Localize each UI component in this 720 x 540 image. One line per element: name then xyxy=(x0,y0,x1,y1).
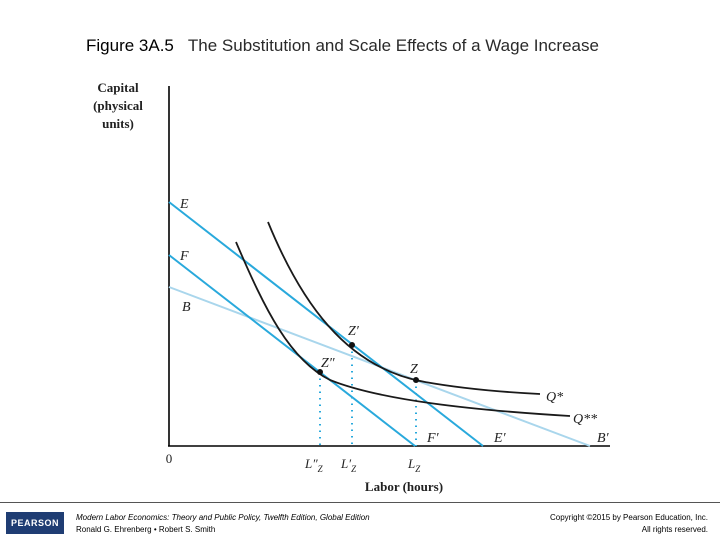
point-z xyxy=(413,377,419,383)
figure-title-text: The Substitution and Scale Effects of a … xyxy=(187,36,599,55)
y-axis-label-line-1: Capital xyxy=(97,80,139,95)
label-z-prime: Z′ xyxy=(348,324,360,339)
label-e-prime: E′ xyxy=(493,431,507,446)
label-l-prime-z-text: L′ xyxy=(340,456,351,471)
label-q-star: Q* xyxy=(546,390,563,405)
budget-line-ff-prime xyxy=(168,254,416,447)
isoquant-q-double-star xyxy=(235,241,571,417)
y-axis-label-line-2: (physical xyxy=(93,98,143,113)
figure-title: Figure 3A.5 The Substitution and Scale Ef… xyxy=(86,36,599,56)
label-l-prime-z: L′Z xyxy=(340,456,357,474)
copyright-notice: Copyright ©2015 by Pearson Education, In… xyxy=(550,512,708,536)
y-axis-label-line-3: units) xyxy=(102,116,134,131)
copyright-line: Copyright ©2015 by Pearson Education, In… xyxy=(550,513,708,522)
label-l-prime-z-subscript: Z xyxy=(351,464,357,474)
figure-number: Figure 3A.5 xyxy=(86,36,174,55)
label-l-double-prime-z: L″Z xyxy=(304,456,324,474)
label-b: B xyxy=(182,300,191,315)
label-l-z-subscript: Z xyxy=(415,464,421,474)
label-l-double-prime-z-subscript: Z xyxy=(318,464,324,474)
label-f: F xyxy=(179,249,189,264)
label-l-z-text: L xyxy=(407,456,415,471)
point-z-prime xyxy=(349,342,355,348)
label-z: Z xyxy=(410,362,418,377)
label-e: E xyxy=(179,197,189,212)
label-f-prime: F′ xyxy=(426,431,440,446)
pearson-logo: PEARSON xyxy=(6,512,64,534)
footer-divider xyxy=(0,502,720,503)
book-title: Modern Labor Economics: Theory and Publi… xyxy=(76,513,370,522)
isoquant-q-star xyxy=(267,221,541,395)
x-axis-label: Labor (hours) xyxy=(365,479,443,494)
origin-label: 0 xyxy=(166,451,173,466)
point-z-double-prime xyxy=(317,369,323,375)
book-authors: Ronald G. Ehrenberg • Robert S. Smith xyxy=(76,525,216,534)
label-l-z: LZ xyxy=(407,456,421,474)
rights-line: All rights reserved. xyxy=(641,525,708,534)
label-l-double-prime-z-text: L″ xyxy=(304,456,318,471)
label-b-prime: B′ xyxy=(597,431,610,446)
isoquant-diagram: Capital (physical units) 0 E F B Z′ Z″ Z… xyxy=(93,80,610,494)
label-z-double-prime: Z″ xyxy=(321,356,335,371)
label-q-double-star: Q** xyxy=(573,412,597,427)
book-citation: Modern Labor Economics: Theory and Publi… xyxy=(76,512,370,536)
